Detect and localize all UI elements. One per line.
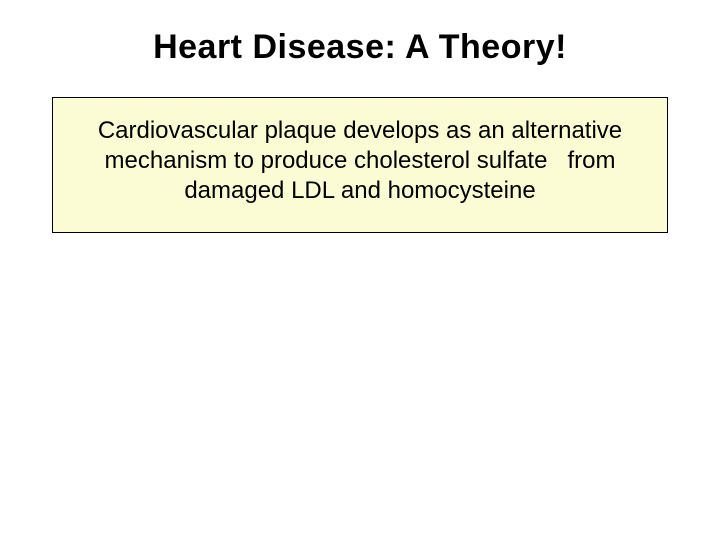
content-box: Cardiovascular plaque develops as an alt… [52, 97, 668, 233]
slide-container: Heart Disease: A Theory! Cardiovascular … [0, 0, 720, 540]
slide-title: Heart Disease: A Theory! [0, 28, 720, 67]
content-text: Cardiovascular plaque develops as an alt… [71, 116, 649, 206]
